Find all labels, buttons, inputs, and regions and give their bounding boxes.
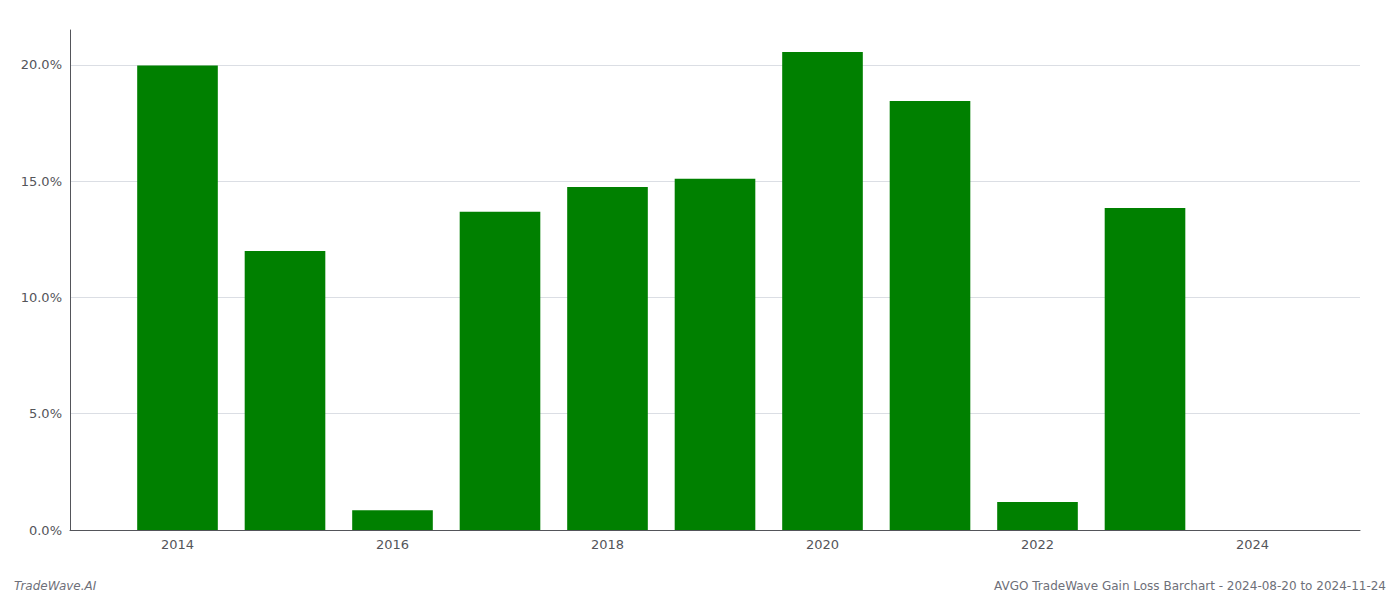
svg-text:0.0%: 0.0% [29, 523, 62, 538]
svg-text:5.0%: 5.0% [29, 406, 62, 421]
svg-text:2018: 2018 [591, 537, 624, 552]
svg-text:2014: 2014 [161, 537, 194, 552]
svg-text:2024: 2024 [1236, 537, 1269, 552]
svg-text:2016: 2016 [376, 537, 409, 552]
svg-text:20.0%: 20.0% [21, 57, 62, 72]
svg-text:AVGO TradeWave Gain Loss Barch: AVGO TradeWave Gain Loss Barchart - 2024… [994, 579, 1386, 593]
svg-text:TradeWave.AI: TradeWave.AI [14, 579, 97, 593]
svg-text:10.0%: 10.0% [21, 290, 62, 305]
svg-text:2022: 2022 [1021, 537, 1054, 552]
svg-text:15.0%: 15.0% [21, 174, 62, 189]
svg-text:2020: 2020 [806, 537, 839, 552]
